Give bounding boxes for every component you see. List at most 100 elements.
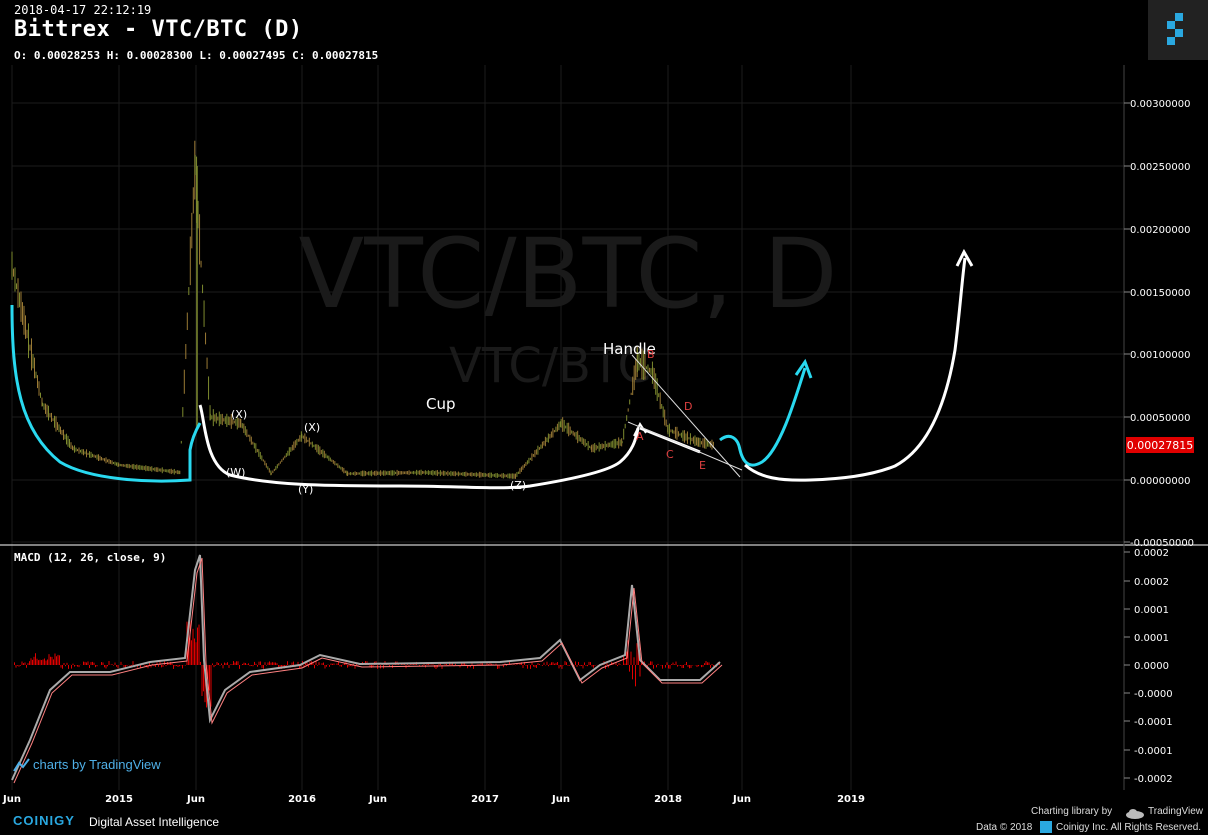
macd-bar bbox=[462, 662, 464, 665]
macd-bar bbox=[594, 665, 596, 666]
macd-bar bbox=[77, 665, 78, 667]
macd-bar bbox=[114, 662, 116, 665]
macd-bar bbox=[354, 665, 356, 669]
macd-bar bbox=[173, 665, 174, 669]
macd-bar bbox=[608, 665, 609, 668]
coinigy-logo-icon bbox=[1148, 0, 1208, 60]
macd-bar bbox=[564, 661, 566, 665]
macd-bar bbox=[341, 665, 342, 667]
macd-bar bbox=[26, 665, 27, 668]
macd-bar bbox=[531, 662, 533, 665]
macd-bar bbox=[701, 665, 702, 668]
macd-bar bbox=[587, 665, 588, 667]
macd-bar bbox=[165, 665, 167, 667]
macd-bar bbox=[93, 662, 95, 665]
macd-bar bbox=[593, 665, 594, 668]
time-axis-label: Jun bbox=[2, 794, 21, 805]
macd-bar bbox=[488, 664, 489, 665]
wave-label-y: (Y) bbox=[298, 483, 313, 496]
macd-bar bbox=[533, 665, 534, 667]
macd-bar bbox=[344, 663, 345, 665]
macd-bar bbox=[261, 665, 263, 669]
wave-label-z: (Z) bbox=[510, 479, 526, 492]
handle-label: Handle bbox=[603, 340, 656, 358]
macd-signal-line bbox=[13, 557, 723, 784]
macd-bar bbox=[611, 662, 612, 665]
macd-bar bbox=[215, 665, 216, 666]
macd-bar bbox=[422, 665, 423, 666]
price-axis-label: 0.00100000 bbox=[1130, 350, 1190, 361]
macd-bar bbox=[689, 665, 690, 669]
macd-bar bbox=[671, 664, 672, 665]
macd-bar bbox=[413, 663, 414, 665]
macd-bar bbox=[191, 640, 192, 665]
macd-indicator-label[interactable]: MACD (12, 26, close, 9) bbox=[14, 551, 167, 564]
time-axis-label: 2019 bbox=[837, 794, 865, 805]
abcde-label-d: D bbox=[684, 400, 692, 413]
macd-bar bbox=[410, 664, 411, 665]
macd-bar bbox=[137, 665, 138, 668]
macd-bar bbox=[450, 663, 452, 665]
macd-bar bbox=[704, 663, 705, 665]
macd-bar bbox=[329, 665, 330, 667]
coinigy-brand: COINIGY bbox=[13, 813, 75, 828]
macd-bar bbox=[216, 662, 218, 665]
macd-bar bbox=[152, 663, 153, 665]
watermark-small: VTC/BTC bbox=[449, 338, 651, 394]
macd-bar bbox=[68, 665, 69, 669]
macd-bar bbox=[558, 665, 560, 669]
macd-bar bbox=[14, 662, 15, 665]
tradingview-credit[interactable]: TradingView bbox=[1148, 806, 1204, 817]
macd-bar bbox=[480, 661, 482, 665]
macd-bar bbox=[108, 661, 110, 665]
coinigy-tagline: Digital Asset Intelligence bbox=[89, 815, 220, 829]
macd-bar bbox=[696, 665, 698, 668]
macd-bar bbox=[251, 665, 252, 666]
macd-bar bbox=[660, 665, 662, 666]
macd-bar bbox=[455, 663, 456, 665]
price-axis-label: 0.00000000 bbox=[1130, 476, 1190, 487]
macd-bar bbox=[549, 663, 551, 665]
macd-bar bbox=[581, 665, 582, 666]
macd-bar bbox=[624, 663, 626, 665]
macd-bar bbox=[282, 665, 284, 667]
macd-bar bbox=[287, 661, 288, 665]
macd-bar bbox=[575, 661, 576, 665]
macd-axis-label: -0.0001 bbox=[1134, 746, 1173, 757]
macd-bar bbox=[155, 665, 156, 667]
macd-bar bbox=[576, 665, 578, 667]
macd-bar bbox=[299, 665, 300, 669]
wave-label-x1: (X) bbox=[231, 408, 247, 421]
macd-bar bbox=[641, 663, 642, 665]
macd-bar bbox=[629, 665, 630, 672]
macd-bar bbox=[479, 664, 480, 665]
macd-bar bbox=[521, 662, 522, 665]
timestamp: 2018-04-17 22:12:19 bbox=[14, 3, 152, 17]
macd-bar bbox=[473, 665, 474, 669]
macd-bar bbox=[318, 662, 320, 665]
macd-bar bbox=[65, 665, 66, 667]
macd-bar bbox=[71, 665, 72, 669]
macd-bar bbox=[548, 665, 549, 667]
last-price-value: 0.00027815 bbox=[1127, 439, 1193, 452]
macd-bar bbox=[222, 665, 224, 669]
macd-bar bbox=[579, 665, 581, 667]
macd-bar bbox=[243, 662, 245, 665]
macd-bar bbox=[678, 665, 680, 666]
macd-bar bbox=[245, 662, 246, 665]
macd-bar bbox=[486, 662, 488, 665]
macd-bar bbox=[491, 663, 492, 665]
macd-bar bbox=[44, 658, 45, 665]
macd-bar bbox=[315, 661, 317, 665]
wave-label-w: (W) bbox=[226, 466, 245, 479]
macd-bar bbox=[140, 665, 141, 669]
coinigy-small-icon bbox=[1040, 821, 1052, 833]
macd-bar bbox=[356, 663, 357, 665]
wedge-upper-line bbox=[631, 354, 741, 478]
macd-bar bbox=[657, 663, 659, 665]
macd-bar bbox=[255, 663, 257, 665]
charting-library-credit: Charting library by bbox=[1031, 806, 1113, 817]
macd-bar bbox=[51, 656, 53, 665]
macd-bar bbox=[29, 661, 30, 665]
tradingview-brand-link[interactable]: charts by TradingView bbox=[33, 757, 161, 772]
